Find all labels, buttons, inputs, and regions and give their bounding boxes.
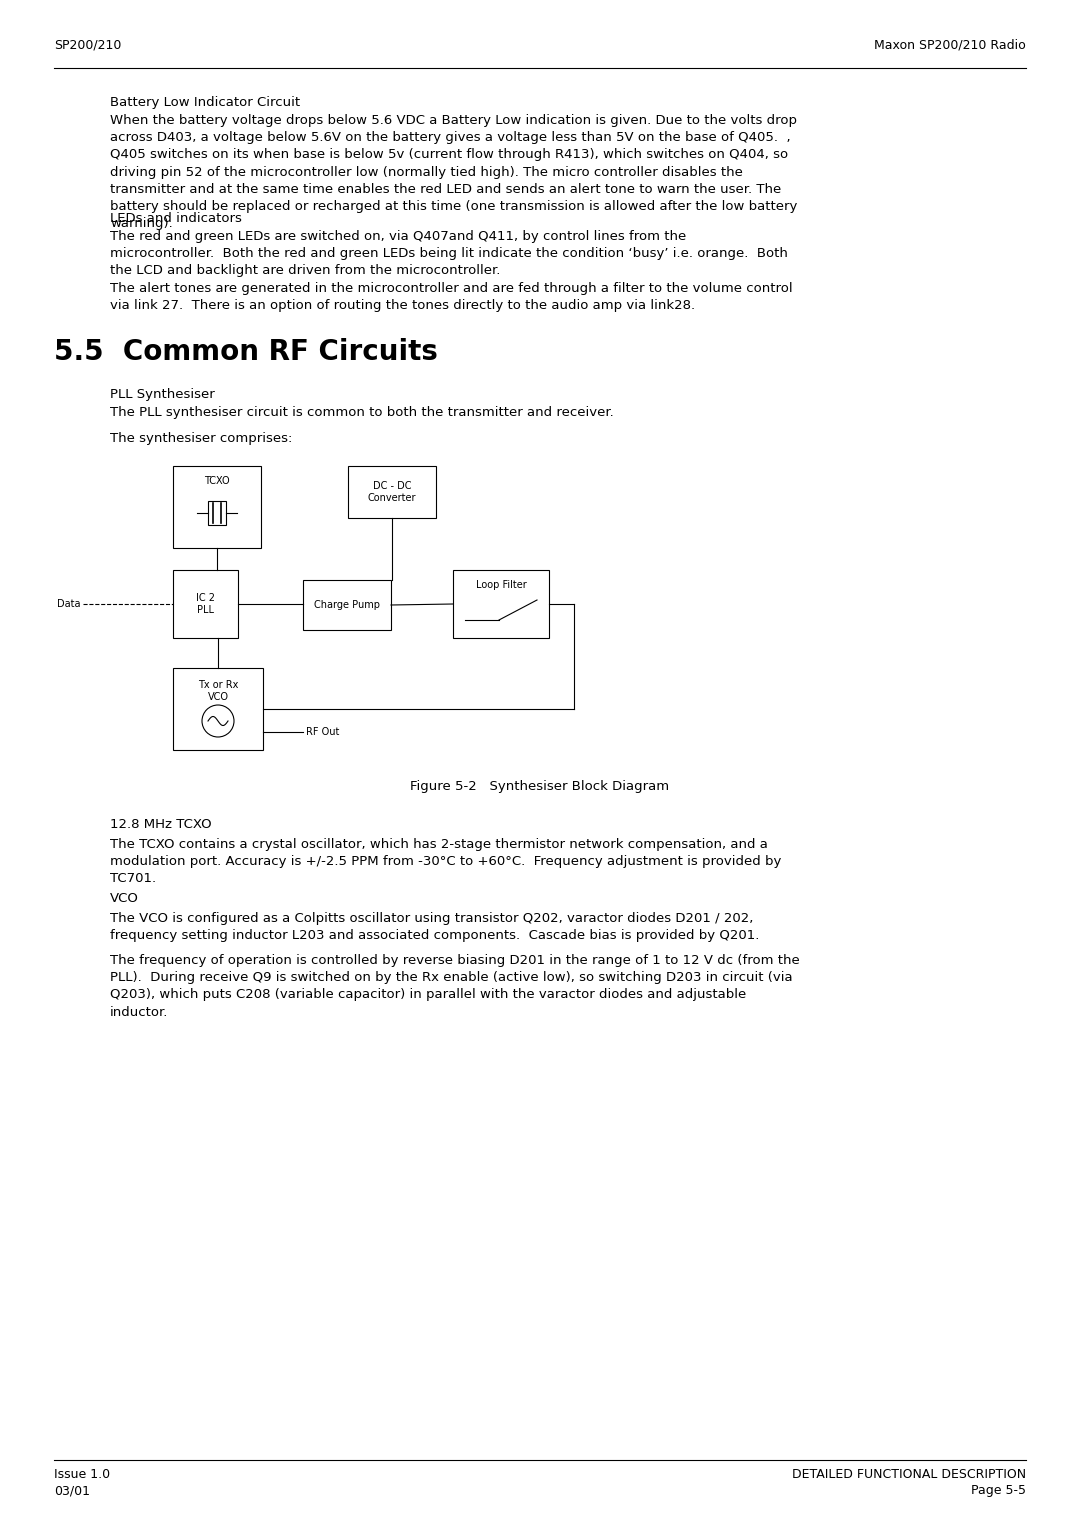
Text: 5.5  Common RF Circuits: 5.5 Common RF Circuits [54,338,437,367]
Text: The red and green LEDs are switched on, via Q407and Q411, by control lines from : The red and green LEDs are switched on, … [110,231,788,278]
Text: Charge Pump: Charge Pump [314,601,380,610]
Bar [208,501,226,526]
Text: The PLL synthesiser circuit is common to both the transmitter and receiver.: The PLL synthesiser circuit is common to… [110,406,613,419]
Bar [173,570,238,639]
Text: The alert tones are generated in the microcontroller and are fed through a filte: The alert tones are generated in the mic… [110,283,793,312]
Text: RF Out: RF Out [306,727,339,736]
Text: Tx or Rx
VCO: Tx or Rx VCO [198,680,239,703]
Text: Data: Data [57,599,81,610]
Text: LEDs and indicators: LEDs and indicators [110,212,242,225]
Text: Maxon SP200/210 Radio: Maxon SP200/210 Radio [874,40,1026,52]
Text: 12.8 MHz TCXO: 12.8 MHz TCXO [110,817,212,831]
Text: When the battery voltage drops below 5.6 VDC a Battery Low indication is given. : When the battery voltage drops below 5.6… [110,115,797,231]
Text: SP200/210: SP200/210 [54,40,121,52]
Bar [173,668,264,750]
Text: 03/01: 03/01 [54,1484,90,1497]
Bar [348,466,436,518]
Text: TCXO: TCXO [204,477,230,486]
Text: Page 5-5: Page 5-5 [971,1484,1026,1497]
Bar [173,466,261,549]
Text: DETAILED FUNCTIONAL DESCRIPTION: DETAILED FUNCTIONAL DESCRIPTION [792,1468,1026,1481]
Text: Figure 5-2   Synthesiser Block Diagram: Figure 5-2 Synthesiser Block Diagram [410,779,670,793]
Text: The VCO is configured as a Colpitts oscillator using transistor Q202, varactor d: The VCO is configured as a Colpitts osci… [110,912,759,943]
Text: The synthesiser comprises:: The synthesiser comprises: [110,432,293,445]
Text: IC 2
PLL: IC 2 PLL [195,593,215,616]
Text: PLL Synthesiser: PLL Synthesiser [110,388,215,400]
Text: The frequency of operation is controlled by reverse biasing D201 in the range of: The frequency of operation is controlled… [110,953,800,1019]
Text: Loop Filter: Loop Filter [475,581,526,590]
Text: Battery Low Indicator Circuit: Battery Low Indicator Circuit [110,96,300,108]
Text: Issue 1.0: Issue 1.0 [54,1468,110,1481]
Bar [303,581,391,630]
Text: DC - DC
Converter: DC - DC Converter [368,481,416,503]
Text: VCO: VCO [110,892,139,905]
Bar [453,570,549,639]
Text: The TCXO contains a crystal oscillator, which has 2-stage thermistor network com: The TCXO contains a crystal oscillator, … [110,837,781,885]
